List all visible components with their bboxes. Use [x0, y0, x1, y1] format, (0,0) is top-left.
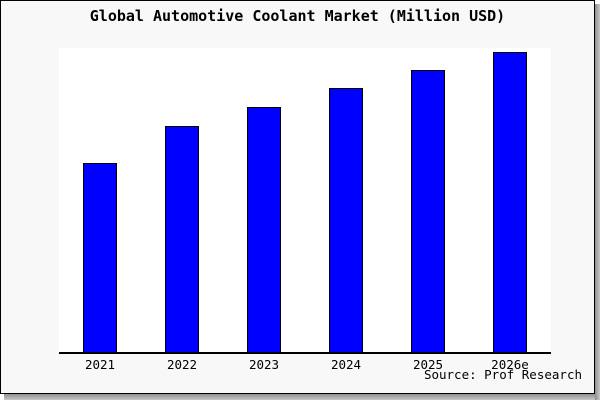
x-tick-label-2024: 2024: [330, 357, 362, 372]
bar-2024: [329, 88, 363, 352]
x-tick-label-2023: 2023: [248, 357, 280, 372]
chart-title: Global Automotive Coolant Market (Millio…: [89, 7, 506, 25]
bar-2023: [247, 107, 281, 352]
bar-slot-2022: [141, 48, 223, 352]
bar-slot-2026e: [469, 48, 551, 352]
x-tick-label-2025: 2025: [412, 357, 444, 372]
x-tick-label-2026e: 2026e: [491, 357, 529, 372]
bar-2021: [83, 163, 117, 352]
x-tick-label-2021: 2021: [84, 357, 116, 372]
bar-slot-2024: [305, 48, 387, 352]
x-axis-labels: 2021 2022 2023 2024 2025 2026e: [59, 357, 551, 372]
bar-2022: [165, 126, 199, 352]
frame-shadow-bottom: [4, 394, 595, 400]
bar-2025: [411, 70, 445, 352]
bar-slot-2023: [223, 48, 305, 352]
x-tick-label-2022: 2022: [166, 357, 198, 372]
bar-2026e: [493, 52, 527, 352]
plot-area: [59, 48, 551, 354]
bar-slot-2025: [387, 48, 469, 352]
chart-frame: Global Automotive Coolant Market (Millio…: [0, 0, 595, 394]
bar-slot-2021: [59, 48, 141, 352]
source-credit: Source: Prof Research: [423, 367, 582, 382]
frame-shadow-right: [595, 4, 600, 400]
